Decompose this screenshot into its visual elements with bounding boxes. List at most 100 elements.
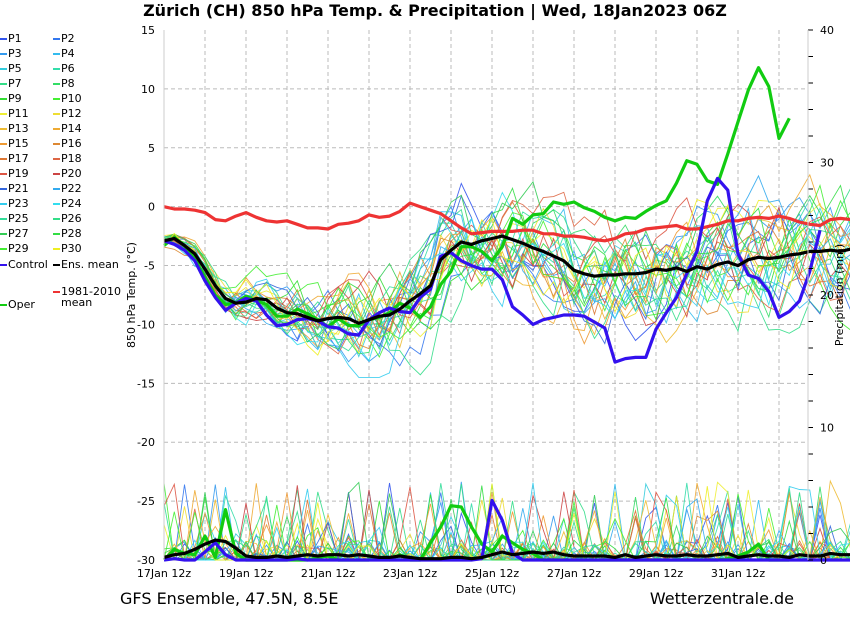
member-temp-line: [163, 199, 850, 356]
legend-label: 1981-2010 mean: [61, 285, 121, 309]
legend-swatch: [53, 218, 60, 220]
x-tick-label: 27Jan 12z: [547, 567, 601, 580]
legend-label: P2: [61, 32, 75, 45]
legend-label: Control: [8, 258, 48, 271]
legend-item: P10: [53, 92, 82, 105]
legend-item: P25: [0, 212, 29, 225]
x-tick-label: 31Jan 12z: [711, 567, 765, 580]
legend-item: P24: [53, 197, 82, 210]
control-temp-line: [163, 176, 822, 364]
y2-tick-label: 10: [820, 422, 834, 435]
legend-label: P20: [61, 167, 82, 180]
y-tick-label: -20: [137, 436, 155, 449]
legend-item: P8: [53, 77, 75, 90]
member-precip-line: [164, 479, 850, 561]
legend-label: P30: [61, 242, 82, 255]
legend-swatch: [0, 203, 7, 205]
member-precip-line: [164, 482, 850, 562]
footer-source: GFS Ensemble, 47.5N, 8.5E: [120, 589, 339, 608]
legend-item: P23: [0, 197, 29, 210]
legend-label: P25: [8, 212, 29, 225]
legend-item: P27: [0, 227, 29, 240]
member-precip-line: [164, 481, 850, 562]
legend-swatch: [53, 68, 60, 70]
y-tick-label: 10: [141, 83, 155, 96]
x-tick-label: 17Jan 12z: [137, 567, 191, 580]
legend-item: P4: [53, 47, 75, 60]
y-tick-label: -10: [137, 318, 155, 331]
legend-item: P22: [53, 182, 82, 195]
legend-label: P15: [8, 137, 29, 150]
legend-item: P21: [0, 182, 29, 195]
legend-label: Ens. mean: [61, 258, 119, 271]
legend-swatch: [53, 173, 60, 175]
legend-label: Oper: [8, 298, 35, 311]
legend-label: P28: [61, 227, 82, 240]
legend-swatch: [53, 203, 60, 205]
legend-item: P26: [53, 212, 82, 225]
legend-swatch: [53, 291, 60, 293]
footer-site: Wetterzentrale.de: [649, 589, 794, 608]
legend-label: P27: [8, 227, 29, 240]
legend-label: P12: [61, 107, 82, 120]
y-tick-label: -15: [137, 377, 155, 390]
member-precip-line: [163, 482, 850, 562]
legend-item: Oper: [0, 298, 35, 311]
x-tick-label: 25Jan 12z: [465, 567, 519, 580]
ens-mean-precip-line: [163, 538, 850, 561]
legend-swatch: [0, 98, 7, 100]
x-axis-label: Date (UTC): [456, 583, 516, 596]
legend-label: P9: [8, 92, 22, 105]
y2-tick-label: 0: [820, 554, 827, 567]
legend-item: P28: [53, 227, 82, 240]
y-tick-label: -5: [144, 260, 155, 273]
legend-swatch: [0, 68, 7, 70]
member-temp-line: [163, 191, 850, 355]
legend-item: P17: [0, 152, 29, 165]
legend-swatch: [53, 128, 60, 130]
legend-item: P3: [0, 47, 22, 60]
legend-swatch: [53, 83, 60, 85]
member-precip-line: [163, 481, 850, 561]
legend-swatch: [53, 264, 60, 266]
legend-item: P29: [0, 242, 29, 255]
legend-swatch: [53, 158, 60, 160]
legend-swatch: [0, 113, 7, 115]
legend-swatch: [53, 188, 60, 190]
member-temp-line: [163, 197, 850, 330]
control-precip-line: [163, 498, 850, 562]
legend-item: P18: [53, 152, 82, 165]
member-precip-line: [164, 482, 850, 561]
legend-item: P11: [0, 107, 29, 120]
legend-label: P17: [8, 152, 29, 165]
legend-label: P19: [8, 167, 29, 180]
legend-label: P23: [8, 197, 29, 210]
x-tick-label: 29Jan 12z: [629, 567, 683, 580]
member-temp-line: [163, 174, 850, 350]
x-tick-label: 21Jan 12z: [301, 567, 355, 580]
legend-label: P7: [8, 77, 22, 90]
legend-item: P30: [53, 242, 82, 255]
legend-item: P12: [53, 107, 82, 120]
legend-item: Control: [0, 258, 48, 271]
legend-item: P13: [0, 122, 29, 135]
legend-label: P11: [8, 107, 29, 120]
member-temp-line: [163, 206, 850, 351]
legend-label: P18: [61, 152, 82, 165]
legend-swatch: [0, 38, 7, 40]
legend-swatch: [0, 304, 7, 306]
y2-tick-label: 30: [820, 157, 834, 170]
y-tick-label: 0: [148, 201, 155, 214]
ens-mean-temp-line: [163, 234, 850, 325]
legend-label: P21: [8, 182, 29, 195]
legend-item: P16: [53, 137, 82, 150]
x-tick-label: 19Jan 12z: [219, 567, 273, 580]
legend-label: P16: [61, 137, 82, 150]
y2-tick-label: 20: [820, 289, 834, 302]
member-precip-line: [163, 482, 850, 561]
chart-title: Zürich (CH) 850 hPa Temp. & Precipitatio…: [143, 1, 727, 20]
legend-item: P7: [0, 77, 22, 90]
member-precip-line: [163, 481, 850, 562]
